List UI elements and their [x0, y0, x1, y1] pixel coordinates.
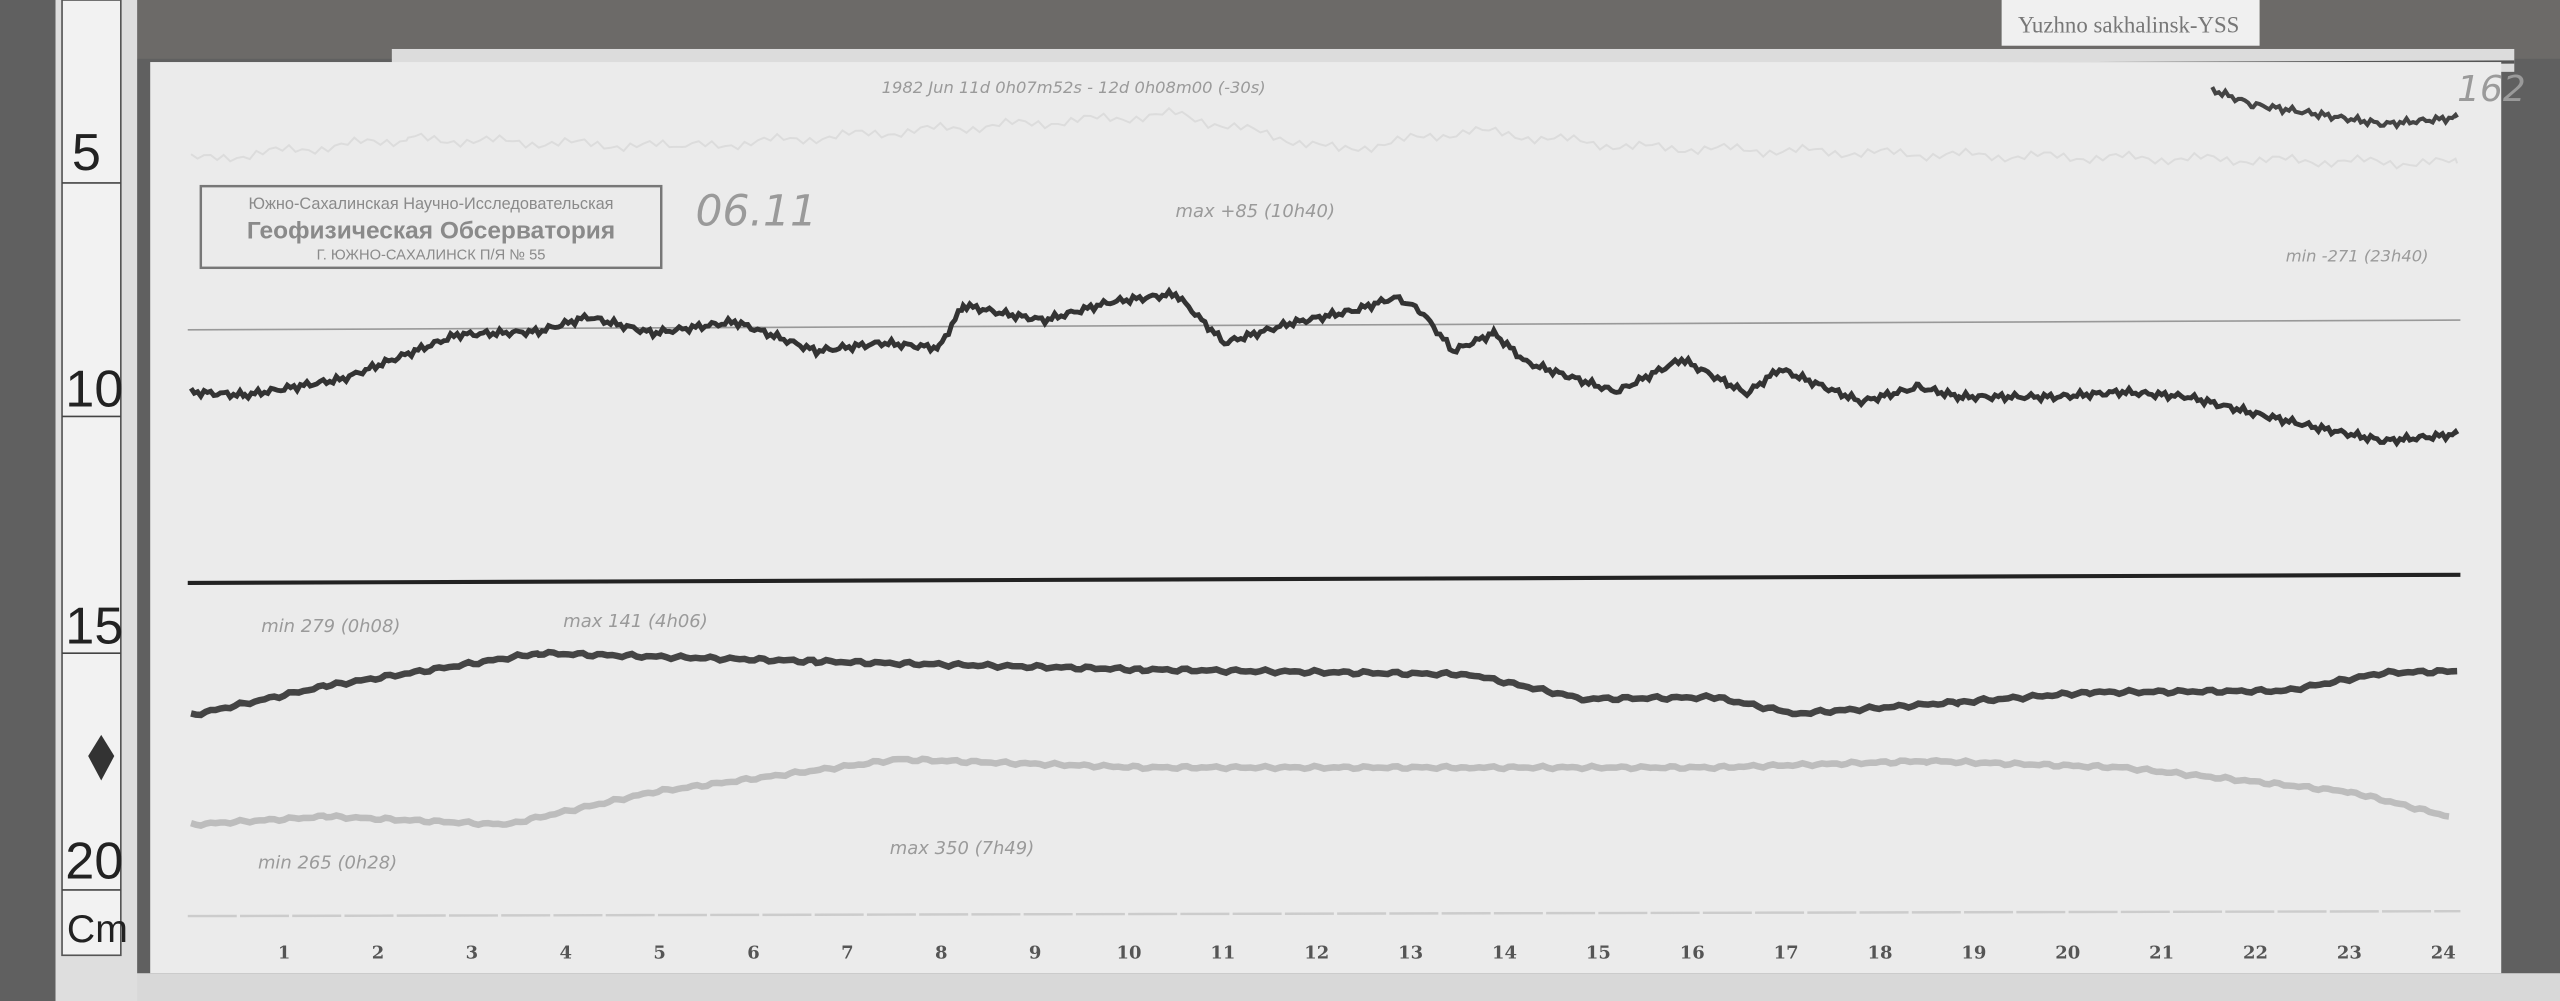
- hour-label-17: 17: [1774, 943, 1799, 964]
- hour-label-3: 3: [466, 943, 478, 964]
- hour-label-19: 19: [1961, 943, 1986, 964]
- hour-label-10: 10: [1116, 943, 1141, 964]
- header-note: 1982 Jun 11d 0h07m52s - 12d 0h08m00 (-30…: [882, 78, 1266, 97]
- station-label: Yuzhno sakhalinsk-YSS: [2018, 13, 2239, 38]
- ruler-label-15: 15: [65, 597, 123, 655]
- hour-label-11: 11: [1210, 943, 1235, 964]
- ruler-label-5: 5: [72, 124, 101, 182]
- ruler-label-20: 20: [65, 833, 123, 891]
- sheet-number: 162: [2457, 69, 2526, 110]
- annotation-mid-min: min 279 (0h08): [261, 616, 400, 637]
- annotation-top-min: min -271 (23h40): [2286, 246, 2429, 265]
- ruler-ticks: [62, 182, 121, 891]
- observatory-stamp: [199, 184, 663, 270]
- trace-bottom: [190, 755, 2450, 830]
- hour-label-7: 7: [841, 943, 853, 964]
- stamp-line-1: Южно-Сахалинская Научно-Исследовательска…: [249, 195, 614, 213]
- hour-label-18: 18: [1868, 943, 1893, 964]
- stamp-line-3: Г. ЮЖНО-САХАЛИНСК П/Я № 55: [317, 248, 546, 264]
- hour-label-21: 21: [2149, 943, 2174, 964]
- hour-label-6: 6: [747, 943, 759, 964]
- paper-sheet: [150, 62, 2502, 974]
- annotation-top-max: max +85 (10h40): [1176, 201, 1335, 222]
- hour-label-12: 12: [1304, 943, 1329, 964]
- station-label-card: [2001, 0, 2260, 46]
- ruler-label-10: 10: [65, 361, 123, 419]
- diamond-marker-icon: [88, 734, 115, 781]
- hour-label-15: 15: [1586, 943, 1611, 964]
- trace-top-upper: [2210, 86, 2459, 131]
- trace-top: [188, 286, 2460, 448]
- hour-label-9: 9: [1029, 943, 1041, 964]
- hour-label-23: 23: [2337, 943, 2362, 964]
- hour-label-14: 14: [1492, 943, 1517, 964]
- stamp-line-2: Геофизическая Обсерватория: [247, 217, 615, 244]
- date-note: 06.11: [696, 187, 817, 236]
- bottom-baseline: [187, 909, 2461, 918]
- trace-faint-ghost: [190, 106, 2459, 170]
- hour-label-2: 2: [372, 943, 384, 964]
- annotation-bottom-min: min 265 (0h28): [258, 853, 397, 874]
- hour-label-5: 5: [653, 943, 665, 964]
- hour-label-24: 24: [2431, 943, 2456, 964]
- hour-label-8: 8: [935, 943, 947, 964]
- hour-label-20: 20: [2055, 943, 2080, 964]
- hour-label-1: 1: [278, 943, 290, 964]
- annotation-mid-max: max 141 (4h06): [563, 611, 707, 632]
- trace-middle: [190, 648, 2458, 719]
- mid-baseline: [187, 572, 2461, 586]
- hour-label-16: 16: [1680, 943, 1705, 964]
- top-baseline: [187, 319, 2461, 331]
- hour-label-22: 22: [2243, 943, 2268, 964]
- hour-label-13: 13: [1398, 943, 1423, 964]
- ruler-unit: Cm: [67, 908, 128, 951]
- annotation-bottom-max: max 350 (7h49): [890, 838, 1034, 859]
- hour-label-4: 4: [559, 943, 571, 964]
- hour-labels: 1 2 3 4 5 6 7 8 9 10 11 12 13 14 15 16 17 18 19 20 21 22 23 24: [278, 943, 2456, 964]
